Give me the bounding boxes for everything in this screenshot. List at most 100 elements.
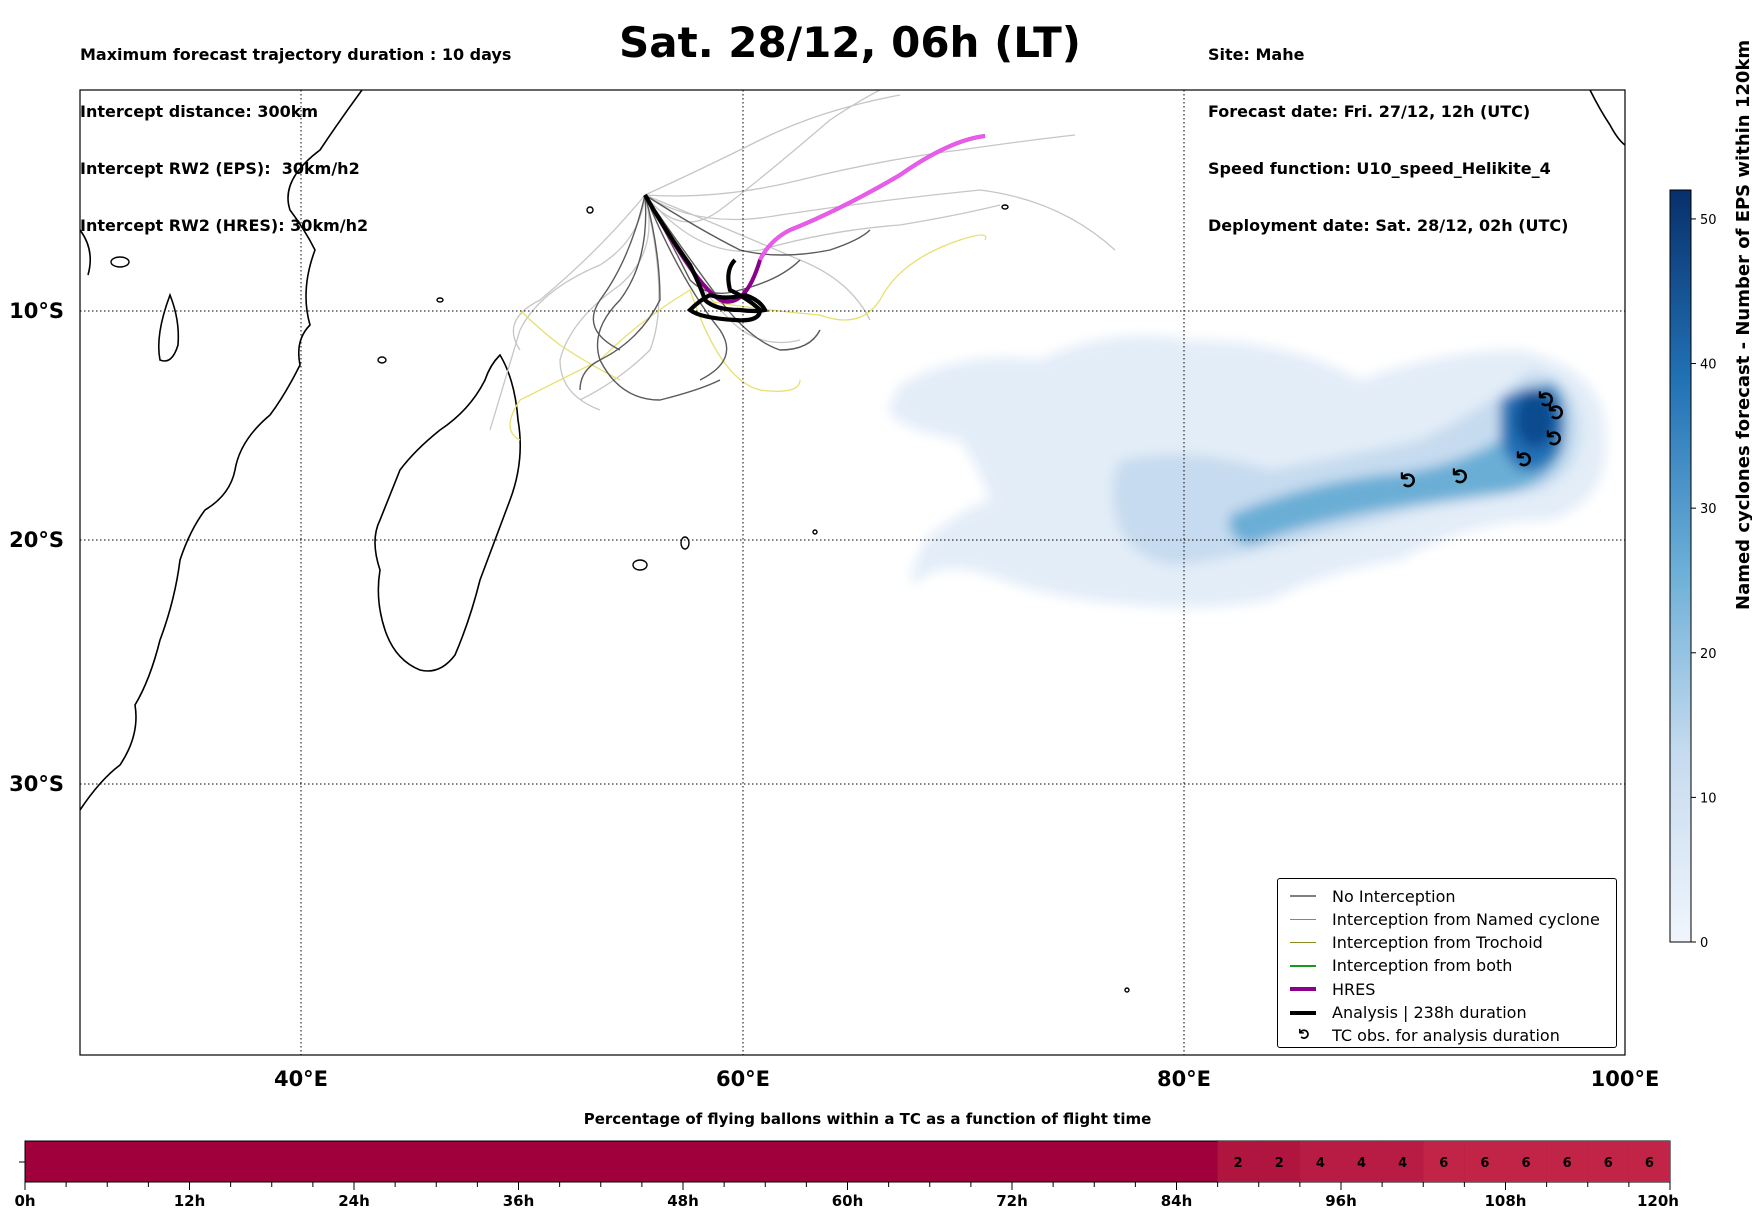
lon-tick-label: 80°E: [1157, 1067, 1211, 1091]
flight-time-cell-label: 2: [1275, 1156, 1284, 1171]
header-right-line: Speed function: U10_speed_Helikite_4: [1208, 159, 1551, 178]
legend-label: HRES: [1332, 979, 1376, 999]
flight-time-cell-label: 2: [1234, 1156, 1243, 1171]
hres-trajectory-late: [758, 134, 986, 261]
eps-trajectories-trochoid: [509, 234, 987, 441]
flight-time-cell-label: 6: [1563, 1156, 1572, 1171]
colorbar-title: Named cyclones forecast - Number of EPS …: [1733, 39, 1752, 610]
flight-time-cell: [1464, 1141, 1506, 1182]
legend-label: Analysis | 238h duration: [1332, 1003, 1527, 1022]
flight-time-bar-cells: 2 2 4 4 4 6 6 6 6 6 6: [1217, 1141, 1670, 1182]
flight-time-cell-label: 4: [1316, 1156, 1325, 1171]
colorbar-tick-label: 0: [1700, 936, 1708, 951]
flight-time-tick-label: 96h: [1325, 1192, 1357, 1210]
flight-time-tick-label: 60h: [832, 1192, 864, 1210]
legend-item: No Interception: [1286, 885, 1456, 907]
legend: No Interception Interception from Named c…: [1277, 878, 1617, 1048]
legend-item: Analysis | 238h duration: [1286, 1002, 1527, 1024]
density-region-mid: [1112, 370, 1581, 565]
madagascar-coastline: [374, 353, 522, 672]
header-right-info: Site: Mahe Forecast date: Fri. 27/12, 12…: [1208, 7, 1568, 254]
cyclone-density-heatmap: [888, 335, 1606, 608]
legend-line-swatch: [1290, 895, 1316, 897]
legend-label: TC obs. for analysis duration: [1332, 1026, 1560, 1046]
legend-line-swatch: [1290, 987, 1316, 992]
flight-time-cell-label: 6: [1522, 1156, 1531, 1171]
flight-time-cell: [1217, 1141, 1259, 1182]
arabian-coast-fragment: [80, 229, 91, 276]
legend-item: ↺ TC obs. for analysis duration: [1286, 1025, 1560, 1047]
coastlines: [80, 90, 1625, 811]
colorbar-tick-label: 20: [1700, 647, 1717, 662]
flight-time-tick-label: 120h: [1637, 1192, 1679, 1210]
flight-time-cell: [1341, 1141, 1383, 1182]
header-left-line: Maximum forecast trajectory duration : 1…: [80, 45, 512, 64]
colorbar-tick-label: 10: [1700, 791, 1717, 806]
flight-time-tick-label: 12h: [174, 1192, 206, 1210]
flight-time-cell-label: 4: [1398, 1156, 1407, 1171]
flight-time-tick-label: 72h: [996, 1192, 1028, 1210]
flight-time-tick-label: 108h: [1485, 1192, 1527, 1210]
cyclone-icon: ↺: [1295, 1027, 1314, 1041]
cyclone-icon: ↺: [1449, 467, 1474, 485]
header-left-info: Maximum forecast trajectory duration : 1…: [80, 7, 511, 254]
mozambique-channel-island: [157, 292, 180, 362]
header-right-line: Deployment date: Sat. 28/12, 02h (UTC): [1208, 216, 1569, 235]
colorbar-ticks: 0 10 20 30 40 50: [1691, 213, 1717, 951]
legend-line-swatch: [1290, 965, 1316, 967]
colorbar-gradient: [1669, 189, 1692, 943]
lat-tick-labels: 10°S 20°S 30°S: [9, 299, 64, 796]
lat-tick-label: 10°S: [9, 299, 64, 323]
lon-tick-labels: 40°E 60°E 80°E 100°E: [274, 1067, 1659, 1091]
lon-tick-label: 40°E: [274, 1067, 328, 1091]
cyclone-icon: ↺: [1535, 390, 1560, 408]
legend-line-swatch: [1290, 941, 1316, 944]
legend-label: Interception from Trochoid: [1332, 933, 1543, 953]
flight-time-cell: [1628, 1141, 1670, 1182]
flight-time-cell-label: 6: [1604, 1156, 1613, 1171]
density-region-peak: [1515, 392, 1555, 448]
colorbar-tick-label: 50: [1700, 213, 1717, 228]
graticule: [80, 90, 1625, 1055]
legend-label: No Interception: [1332, 886, 1456, 906]
cyclone-icon: ↺: [1543, 429, 1568, 447]
flight-time-cell: [1299, 1141, 1341, 1182]
lat-tick-label: 30°S: [9, 772, 64, 796]
header-left-line: Intercept distance: 300km: [80, 102, 319, 121]
flight-time-cell: [1546, 1141, 1588, 1182]
legend-item: HRES: [1286, 978, 1375, 1000]
eps-trajectories-dark: [579, 194, 871, 401]
density-region-high: [1229, 380, 1566, 545]
colorbar-tick-label: 40: [1700, 358, 1717, 373]
flight-time-cell: [1587, 1141, 1629, 1182]
flight-time-cell-label: 6: [1645, 1156, 1654, 1171]
legend-label: Interception from Named cyclone: [1332, 909, 1600, 929]
flight-time-cell: [1258, 1141, 1300, 1182]
flight-time-cell-label: 6: [1439, 1156, 1448, 1171]
flight-time-cell: [1423, 1141, 1465, 1182]
legend-item: Interception from Trochoid: [1286, 932, 1543, 954]
header-right-line: Site: Mahe: [1208, 45, 1305, 64]
legend-label: Interception from both: [1332, 956, 1513, 976]
header-right-line: Forecast date: Fri. 27/12, 12h (UTC): [1208, 102, 1531, 121]
header-left-line: Intercept RW2 (EPS): 30km/h2: [80, 159, 360, 178]
eps-trajectories-light: [489, 90, 1116, 431]
flight-time-tick-label: 0h: [14, 1192, 35, 1210]
flight-time-tick-label: 24h: [338, 1192, 370, 1210]
header-left-line: Intercept RW2 (HRES): 30km/h2: [80, 216, 369, 235]
flight-time-bar-ticks: 0h 12h 24h 36h 48h 60h 72h 84h 96h 108h 120h: [14, 1182, 1679, 1210]
lon-tick-label: 100°E: [1591, 1067, 1660, 1091]
map-title: Sat. 28/12, 06h (LT): [619, 18, 1081, 67]
colorbar-tick-label: 30: [1700, 502, 1717, 517]
cyclone-icon: ↺: [1545, 403, 1570, 421]
flight-time-bar-title: Percentage of flying ballons within a TC…: [583, 1110, 1152, 1128]
flight-time-cell-label: 4: [1357, 1156, 1366, 1171]
flight-time-tick-label: 36h: [503, 1192, 535, 1210]
flight-time-tick-label: 84h: [1161, 1192, 1193, 1210]
legend-item: Interception from both: [1286, 955, 1512, 977]
tc-observations: ↺ ↺ ↺ ↺ ↺ ↺: [1397, 390, 1570, 489]
small-islands: [110, 204, 1130, 993]
flight-time-bar: 2 2 4 4 4 6 6 6 6 6 6 0h 12h 24h 36h 48h 60h 72h 84h 96h 10…: [14, 1140, 1679, 1210]
analysis-trajectory: [643, 193, 769, 323]
